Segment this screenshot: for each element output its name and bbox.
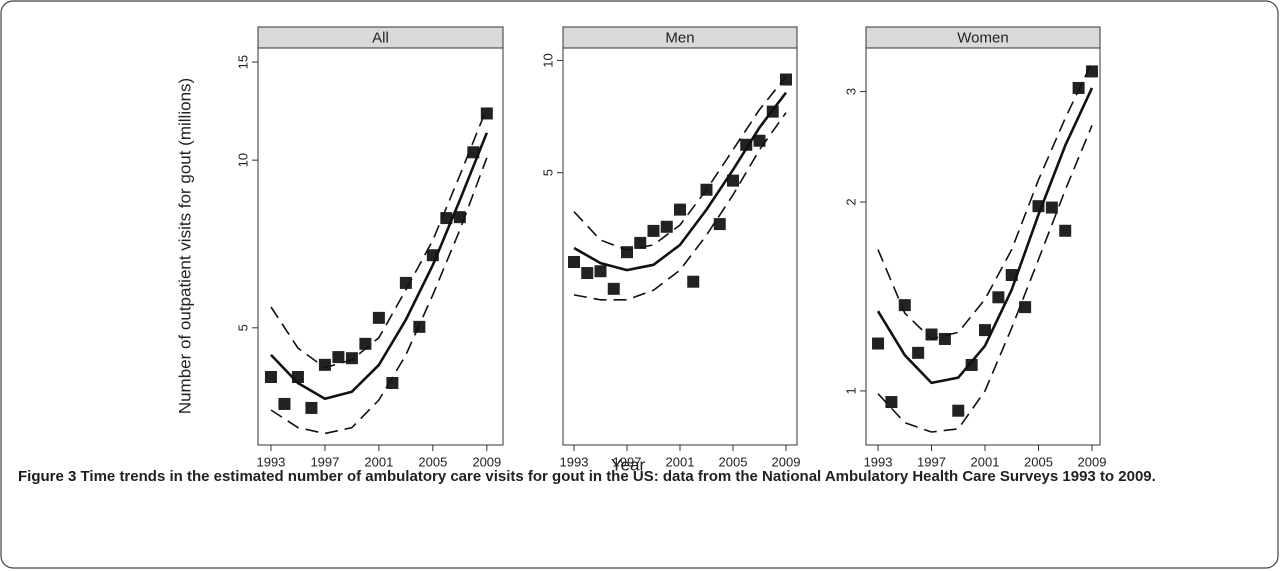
data-point (647, 224, 660, 237)
y-tick-label: 15 (235, 55, 250, 69)
y-tick-label: 2 (843, 198, 858, 205)
x-tick-label: 2009 (772, 454, 801, 469)
x-tick-label: 1993 (864, 454, 893, 469)
data-point (713, 218, 726, 231)
fit-line (573, 91, 788, 272)
x-axis-label: Year (611, 455, 646, 474)
fit-line (270, 132, 489, 400)
ci-line (573, 112, 787, 301)
plot-frame (865, 47, 1101, 446)
data-point (372, 311, 385, 324)
data-point (938, 332, 951, 345)
ci-line (270, 107, 488, 369)
data-point (912, 346, 925, 359)
data-point (467, 146, 480, 159)
data-point (660, 220, 673, 233)
data-point (594, 265, 607, 278)
data-point (1019, 301, 1032, 314)
x-tick-label: 1997 (613, 454, 642, 469)
x-tick-label: 1997 (917, 454, 946, 469)
y-axis-label: Number of outpatient visits for gout (mi… (175, 78, 194, 414)
data-point (345, 352, 358, 365)
data-point (780, 73, 793, 86)
y-tick-label: 1 (843, 387, 858, 394)
data-point (318, 358, 331, 371)
data-point (332, 351, 345, 364)
x-tick-label: 2009 (472, 454, 501, 469)
panel-title: Men (665, 29, 694, 46)
data-point (872, 337, 885, 350)
data-point (278, 397, 291, 410)
x-tick-label: 1997 (310, 454, 339, 469)
x-tick-label: 2005 (1024, 454, 1053, 469)
y-tick-label: 10 (235, 153, 250, 167)
panel-title: Women (957, 29, 1008, 46)
data-point (264, 370, 277, 383)
data-point (386, 376, 399, 389)
data-point (1059, 224, 1072, 237)
y-tick-label: 3 (843, 88, 858, 95)
y-tick-label: 10 (540, 53, 555, 67)
x-tick-label: 1993 (256, 454, 285, 469)
data-point (634, 236, 647, 249)
data-point (607, 282, 620, 295)
data-point (992, 291, 1005, 304)
ci-line (877, 61, 1093, 340)
data-point (1045, 201, 1058, 214)
x-tick-label: 2009 (1078, 454, 1107, 469)
y-tick-label: 5 (235, 324, 250, 331)
x-tick-label: 2005 (719, 454, 748, 469)
data-point (581, 267, 594, 280)
data-point (952, 404, 965, 417)
x-tick-label: 2001 (666, 454, 695, 469)
data-point (965, 358, 978, 371)
ci-line (573, 76, 787, 251)
caption-label: Figure 3 (18, 468, 77, 485)
y-tick-label: 5 (540, 169, 555, 176)
x-tick-label: 2001 (971, 454, 1000, 469)
panel-title: All (372, 29, 389, 46)
caption-text: Time trends in the estimated number of a… (80, 468, 1156, 485)
ci-line (877, 125, 1093, 433)
data-point (674, 203, 686, 216)
data-point (898, 299, 911, 312)
data-point (979, 324, 992, 337)
data-point (885, 396, 898, 409)
x-tick-label: 2005 (418, 454, 447, 469)
ci-line (270, 157, 488, 435)
data-point (1072, 81, 1085, 94)
data-point (413, 320, 426, 333)
fit-line (876, 87, 1094, 385)
caption: Figure 3 Time trends in the estimated nu… (18, 466, 1268, 488)
data-point (567, 255, 580, 268)
x-tick-label: 1993 (560, 454, 589, 469)
data-point (727, 174, 740, 187)
data-point (687, 275, 700, 288)
data-point (305, 401, 318, 414)
data-point (753, 134, 766, 147)
x-tick-label: 2001 (364, 454, 393, 469)
plot-frame (257, 47, 504, 446)
